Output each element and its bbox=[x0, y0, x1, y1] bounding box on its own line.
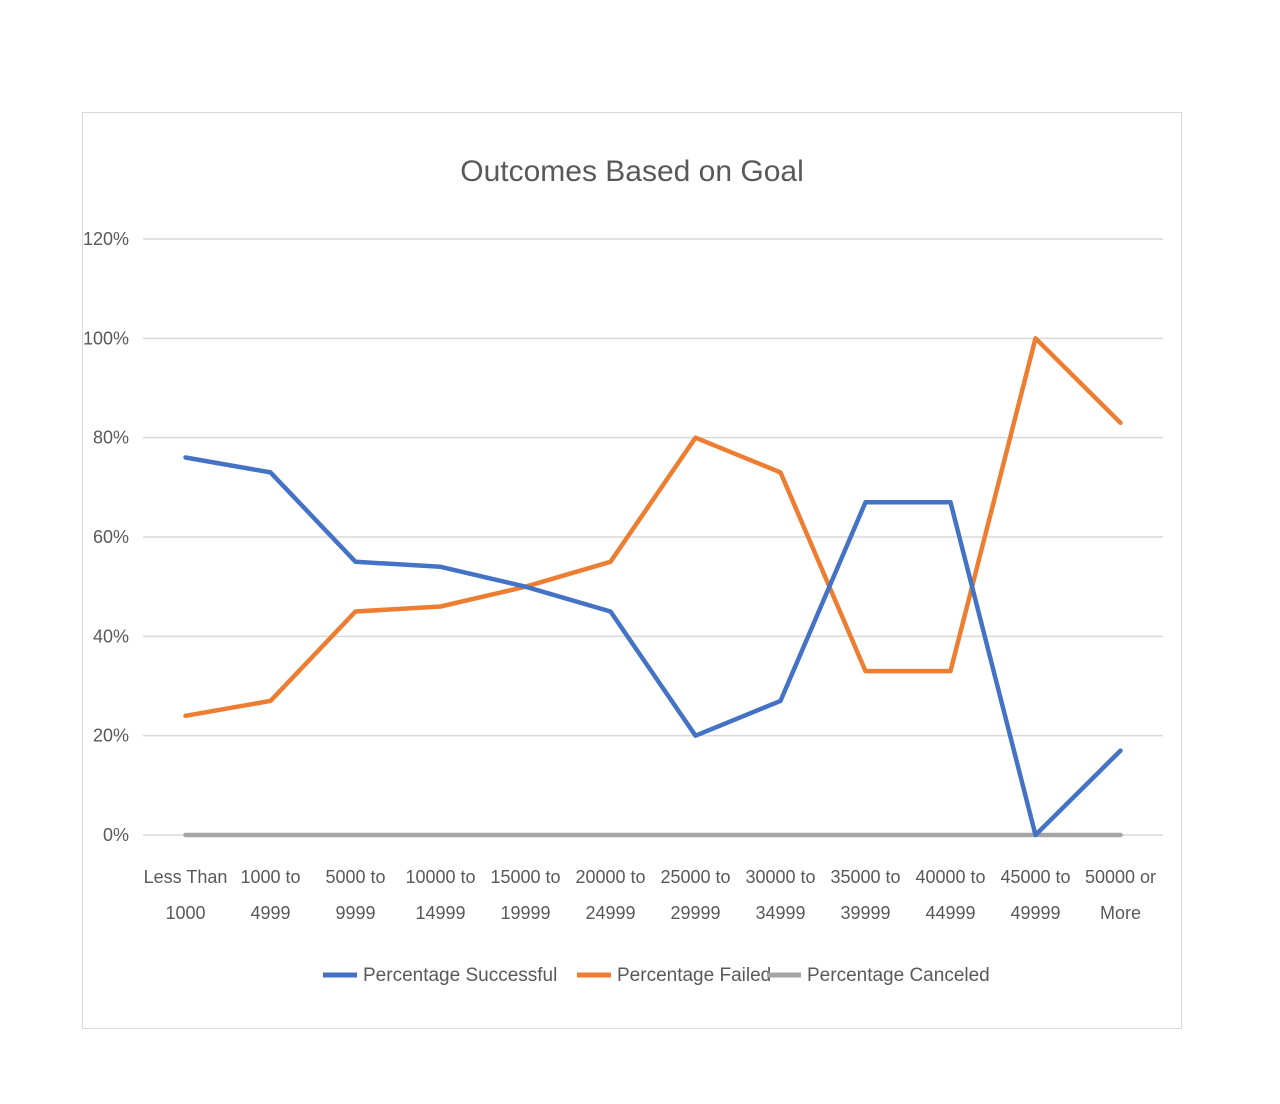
x-tick-label: 35000 to bbox=[830, 867, 900, 887]
chart-title: Outcomes Based on Goal bbox=[460, 155, 804, 188]
x-tick-label: 39999 bbox=[840, 903, 890, 923]
chart-frame: 0% 20% 40% 60% 80% 100% 120% Less Than 1000 1000… bbox=[82, 112, 1182, 1029]
x-tick-label: 29999 bbox=[670, 903, 720, 923]
y-tick-label: 0% bbox=[103, 825, 129, 845]
line-chart: 0% 20% 40% 60% 80% 100% 120% Less Than 1000 1000… bbox=[83, 155, 1163, 986]
y-axis-tick-labels: 0% 20% 40% 60% 80% 100% 120% bbox=[83, 229, 129, 845]
legend-label: Percentage Successful bbox=[363, 965, 557, 986]
x-tick-label: 5000 to bbox=[325, 867, 385, 887]
x-tick-label: 20000 to bbox=[575, 867, 645, 887]
series-lines bbox=[183, 336, 1123, 838]
x-tick-label: 40000 to bbox=[915, 867, 985, 887]
y-tick-label: 40% bbox=[93, 626, 129, 646]
y-tick-label: 100% bbox=[83, 328, 129, 348]
x-tick-label: 9999 bbox=[335, 903, 375, 923]
y-tick-label: 20% bbox=[93, 726, 129, 746]
y-tick-label: 120% bbox=[83, 229, 129, 249]
x-tick-label: 49999 bbox=[1010, 903, 1060, 923]
legend: Percentage Successful Percentage Failed Pe… bbox=[323, 965, 990, 986]
x-tick-label: 25000 to bbox=[660, 867, 730, 887]
y-tick-label: 80% bbox=[93, 428, 129, 448]
x-tick-label: 10000 to bbox=[405, 867, 475, 887]
series-line-percentage-failed bbox=[183, 336, 1123, 719]
x-tick-label: More bbox=[1100, 903, 1141, 923]
series-line-percentage-successful bbox=[183, 455, 1123, 838]
y-tick-label: 60% bbox=[93, 527, 129, 547]
x-tick-label: 19999 bbox=[500, 903, 550, 923]
legend-label: Percentage Canceled bbox=[807, 965, 990, 986]
x-tick-label: 34999 bbox=[755, 903, 805, 923]
x-tick-label: 30000 to bbox=[745, 867, 815, 887]
x-tick-label: 4999 bbox=[250, 903, 290, 923]
x-axis-tick-labels: Less Than 1000 1000 to 4999 5000 to 9999 10000… bbox=[144, 867, 1156, 923]
x-tick-label: 1000 bbox=[165, 903, 205, 923]
x-tick-label: 15000 to bbox=[490, 867, 560, 887]
x-tick-label: 14999 bbox=[415, 903, 465, 923]
x-tick-label: Less Than bbox=[144, 867, 228, 887]
x-tick-label: 1000 to bbox=[240, 867, 300, 887]
gridlines bbox=[143, 238, 1163, 836]
legend-label: Percentage Failed bbox=[617, 965, 771, 986]
x-tick-label: 45000 to bbox=[1000, 867, 1070, 887]
x-tick-label: 50000 or bbox=[1085, 867, 1156, 887]
x-tick-label: 24999 bbox=[585, 903, 635, 923]
x-tick-label: 44999 bbox=[925, 903, 975, 923]
